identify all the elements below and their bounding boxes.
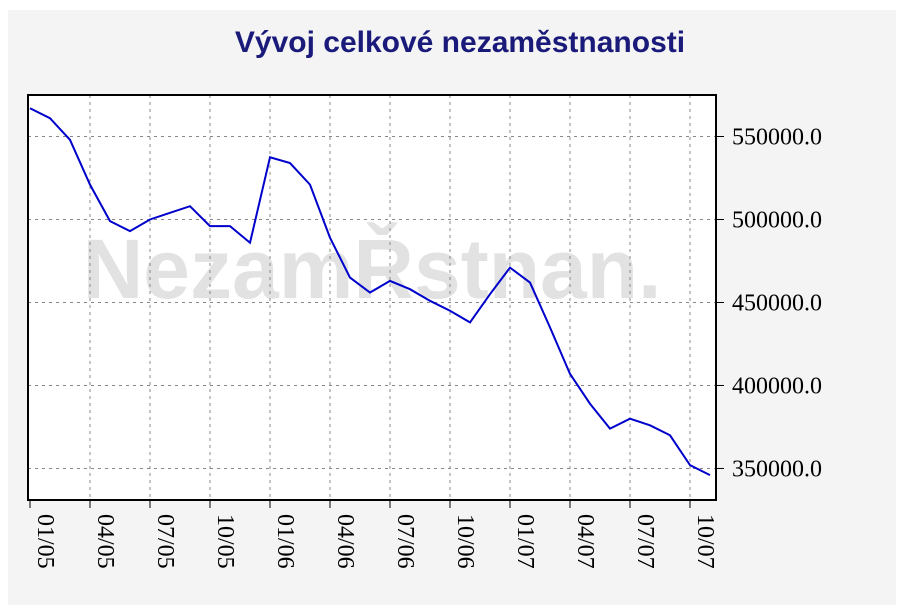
x-tick-label: 07/05 (152, 514, 178, 569)
chart-title: Vývoj celkové nezaměstnanosti (235, 26, 685, 59)
x-tick-label: 04/05 (92, 514, 118, 569)
x-tick-label: 07/07 (632, 514, 658, 569)
y-tick-label: 350000.0 (732, 456, 822, 482)
y-tick-label: 400000.0 (732, 373, 822, 399)
x-tick-label: 01/05 (32, 514, 58, 569)
line (29, 107, 711, 476)
x-tick-label: 10/05 (212, 514, 238, 569)
y-tick-label: 550000.0 (732, 124, 822, 150)
x-tick-label: 07/06 (392, 514, 418, 569)
x-tick-label: 04/07 (572, 514, 598, 569)
plot-border (27, 94, 717, 501)
x-tick-label: 01/06 (272, 514, 298, 569)
plot-area (28, 95, 716, 500)
x-tick-label: 10/06 (452, 514, 478, 569)
y-tick-label: 450000.0 (732, 290, 822, 316)
watermark: NezamŘstnan. (83, 222, 662, 316)
y-tick-label: 500000.0 (732, 207, 822, 233)
x-tick-label: 10/07 (692, 514, 718, 569)
x-tick-label: 04/06 (332, 514, 358, 569)
x-tick-label: 01/07 (512, 514, 538, 569)
